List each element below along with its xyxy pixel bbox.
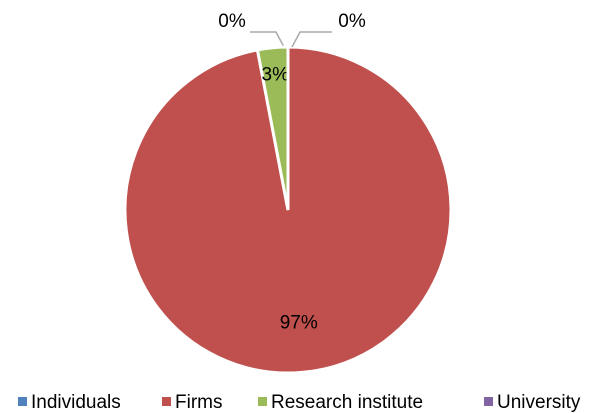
data-label: 3% bbox=[262, 64, 290, 85]
legend-label: Research institute bbox=[271, 392, 423, 413]
legend-label: University bbox=[497, 392, 581, 413]
legend-label: Firms bbox=[175, 392, 222, 413]
legend-marker bbox=[18, 397, 27, 406]
data-label: 0% bbox=[338, 11, 366, 32]
leader-line bbox=[250, 31, 285, 48]
leader-line bbox=[291, 31, 332, 48]
legend-marker bbox=[484, 397, 493, 406]
data-label: 97% bbox=[280, 313, 318, 334]
data-label: 0% bbox=[218, 11, 246, 32]
legend-marker bbox=[162, 397, 171, 406]
legend-marker bbox=[258, 397, 267, 406]
legend-label: Individuals bbox=[31, 392, 121, 413]
